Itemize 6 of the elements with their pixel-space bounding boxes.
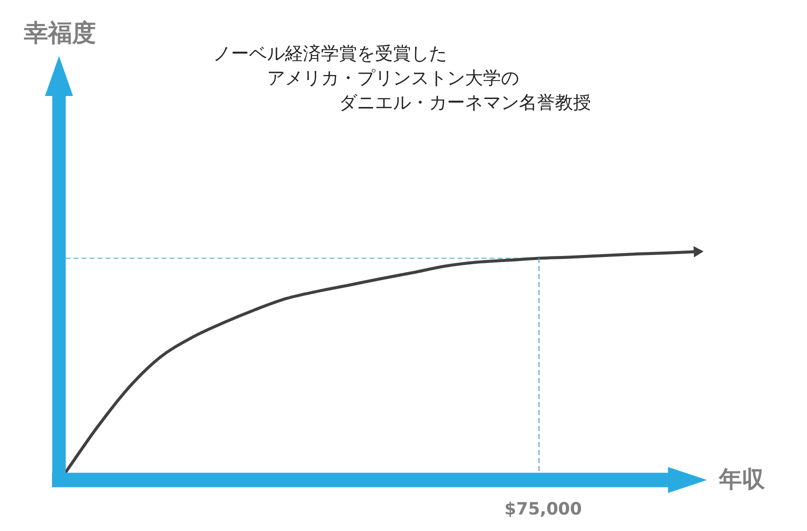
text: ノーベル経済学賞を受賞した: [213, 44, 447, 65]
text: ダニエル・カーネマン名誉教授: [339, 92, 591, 114]
x-axis-title: 年収: [718, 466, 766, 493]
text: $75,000: [504, 499, 582, 520]
text: 幸福度: [23, 19, 96, 48]
text: アメリカ・プリンストン大学の: [267, 68, 519, 90]
